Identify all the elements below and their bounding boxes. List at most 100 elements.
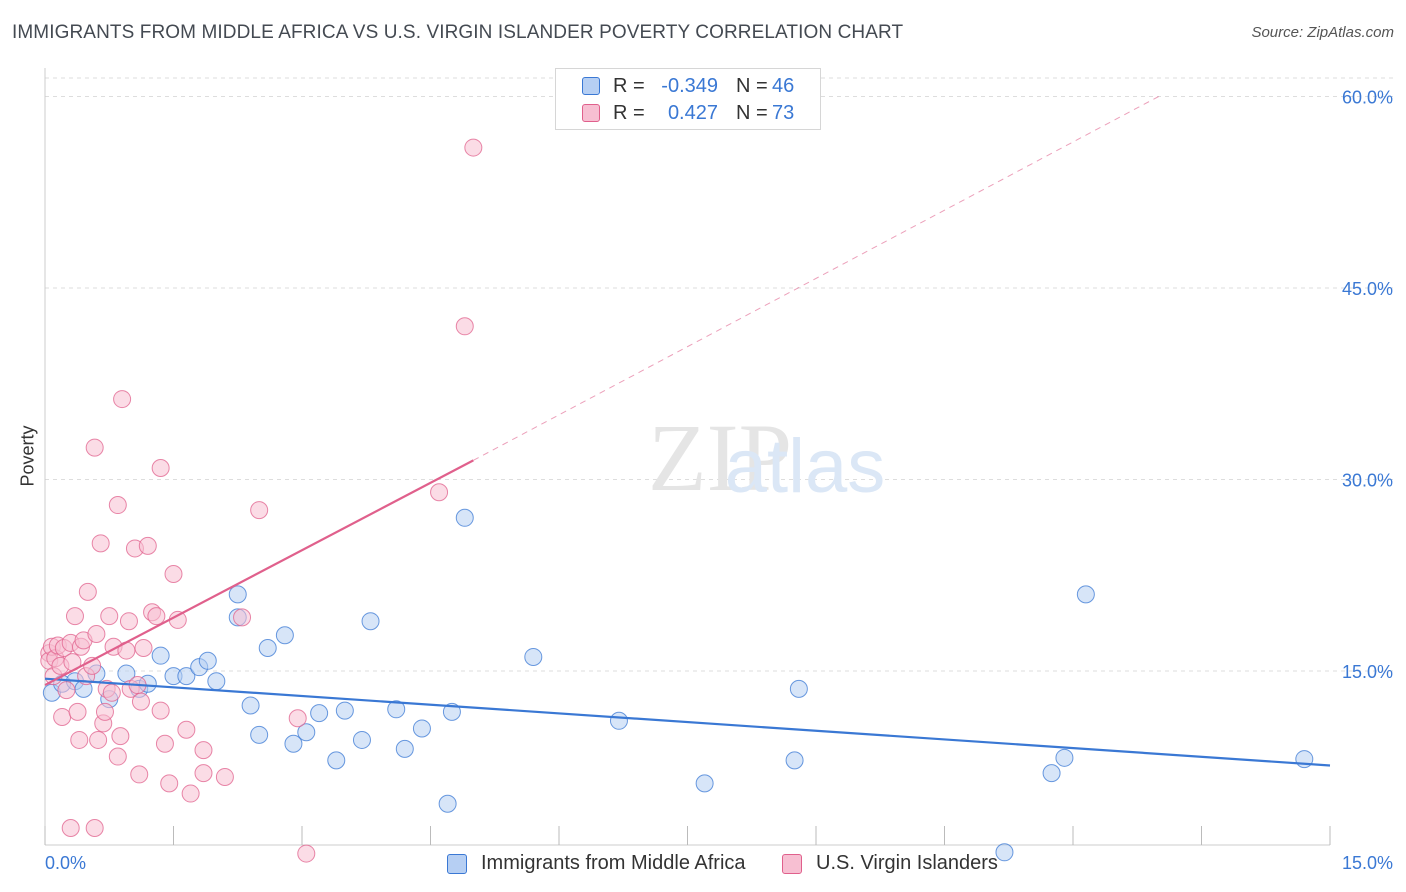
- data-point: [995, 843, 1014, 862]
- data-point: [297, 844, 316, 863]
- data-point: [288, 709, 307, 728]
- legend-series2-label: U.S. Virgin Islanders: [816, 852, 998, 874]
- data-point: [785, 751, 804, 770]
- stats-legend: R = -0.349 N = 46 R = 0.427 N = 73: [555, 68, 821, 130]
- series-virgin-islanders: [40, 138, 483, 863]
- legend-r-value: -0.349: [661, 75, 718, 97]
- watermark-zip: ZIP: [648, 404, 792, 511]
- data-point: [250, 501, 269, 520]
- data-point: [442, 702, 461, 721]
- data-point: [91, 534, 110, 553]
- data-point: [297, 723, 316, 742]
- data-point: [168, 610, 187, 629]
- data-point: [361, 612, 380, 631]
- data-point: [609, 711, 628, 730]
- data-point: [198, 651, 217, 670]
- data-point: [113, 390, 132, 409]
- legend-r-label: R =: [613, 102, 645, 124]
- data-point: [789, 679, 808, 698]
- data-point: [151, 459, 170, 478]
- data-point: [177, 667, 196, 686]
- data-point: [455, 508, 474, 527]
- data-point: [108, 496, 127, 515]
- data-point: [438, 794, 457, 813]
- data-point: [215, 767, 234, 786]
- data-point: [177, 720, 196, 739]
- axis-layer: 15.0% 30.0% 45.0% 60.0% 0.0% 15.0%: [44, 68, 1393, 873]
- legend-n-label: N =: [736, 75, 768, 97]
- data-point: [233, 608, 252, 627]
- data-point: [524, 647, 543, 666]
- data-point: [241, 696, 260, 715]
- data-point: [455, 317, 474, 336]
- data-point: [108, 747, 127, 766]
- data-point: [412, 719, 431, 738]
- data-point: [164, 564, 183, 583]
- data-point: [207, 672, 226, 691]
- legend-swatch-blue: [447, 854, 467, 874]
- series-middle-africa: [42, 508, 1314, 862]
- series-layer: [40, 138, 1314, 863]
- x-tick-label: 0.0%: [45, 853, 86, 873]
- legend-r-value: 0.427: [667, 102, 718, 124]
- legend-row-series2: R = 0.427 N = 73: [556, 100, 820, 128]
- legend-n-value: 46: [772, 75, 795, 97]
- data-point: [57, 681, 76, 700]
- data-point: [85, 819, 104, 838]
- data-point: [387, 700, 406, 719]
- x-tick-label: 15.0%: [1342, 853, 1393, 873]
- watermark-atlas: atlas: [725, 424, 886, 509]
- trend-line-extension: [473, 96, 1159, 461]
- legend-swatch-blue: [582, 77, 600, 95]
- data-point: [228, 585, 247, 604]
- data-point: [335, 701, 354, 720]
- data-point: [160, 774, 179, 793]
- source-label: Source: ZipAtlas.com: [1251, 24, 1394, 41]
- data-point: [70, 730, 89, 749]
- data-point: [68, 702, 87, 721]
- data-point: [1055, 748, 1074, 767]
- data-point: [111, 727, 130, 746]
- data-point: [194, 764, 213, 783]
- data-point: [53, 707, 72, 726]
- legend-n-label: N =: [736, 102, 768, 124]
- data-point: [194, 741, 213, 760]
- data-point: [155, 734, 174, 753]
- data-point: [181, 784, 200, 803]
- data-point: [131, 692, 150, 711]
- data-point: [151, 701, 170, 720]
- legend-row-series1: R = -0.349 N = 46: [556, 73, 820, 101]
- data-point: [100, 607, 119, 626]
- data-point: [61, 819, 80, 838]
- y-tick-label: 60.0%: [1342, 88, 1393, 108]
- data-point: [102, 683, 121, 702]
- data-point: [119, 612, 138, 631]
- data-point: [258, 639, 277, 658]
- y-tick-label: 15.0%: [1342, 662, 1393, 682]
- data-point: [250, 725, 269, 744]
- data-point: [430, 483, 449, 502]
- data-point: [95, 702, 114, 721]
- legend-series1-label: Immigrants from Middle Africa: [481, 852, 746, 874]
- data-point: [310, 704, 329, 723]
- data-point: [138, 536, 157, 555]
- y-tick-label: 45.0%: [1342, 279, 1393, 299]
- trend-line: [44, 677, 1331, 767]
- data-point: [87, 624, 106, 643]
- data-point: [284, 734, 303, 753]
- data-point: [134, 639, 153, 658]
- y-tick-label: 30.0%: [1342, 471, 1393, 491]
- data-point: [147, 607, 166, 626]
- legend-r-label: R =: [613, 75, 645, 97]
- legend-swatch-pink: [782, 854, 802, 874]
- data-point: [275, 626, 294, 645]
- data-point: [65, 607, 84, 626]
- data-point: [395, 739, 414, 758]
- legend-n-value: 73: [772, 102, 795, 124]
- data-point: [1042, 764, 1061, 783]
- data-point: [1076, 585, 1095, 604]
- chart-title: IMMIGRANTS FROM MIDDLE AFRICA VS U.S. VI…: [12, 22, 904, 43]
- data-point: [151, 646, 170, 665]
- data-point: [78, 582, 97, 601]
